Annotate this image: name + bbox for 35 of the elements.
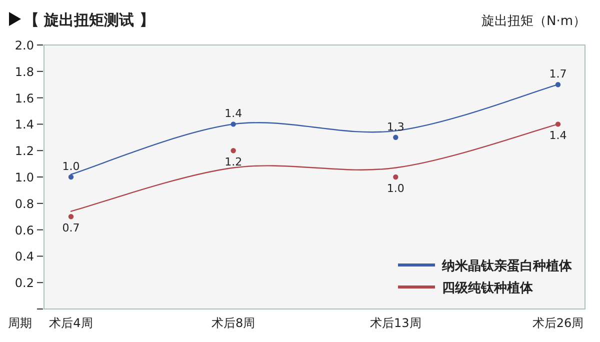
x-tick-label: 术后13周 — [370, 316, 422, 330]
y-tick-label: 1.6 — [14, 91, 34, 106]
y-tick-label: 1.4 — [14, 118, 34, 132]
y-tick-label: 1.2 — [14, 144, 34, 158]
point — [393, 134, 398, 140]
legend-label: 纳米晶钛亲蛋白种植体 — [441, 258, 573, 274]
point — [555, 82, 561, 88]
data-label: 1.0 — [386, 182, 404, 195]
x-tick-label: 术后8周 — [212, 316, 256, 330]
data-label: 0.7 — [62, 222, 80, 235]
y-tick-label: 1.0 — [14, 170, 34, 184]
point — [555, 122, 561, 127]
y-tick-label: 2.0 — [14, 38, 34, 52]
legend-label: 四级纯钛种植体 — [442, 281, 534, 296]
y-tick-label: 0.2 — [14, 276, 34, 290]
y-tick-label: 0.8 — [14, 196, 34, 211]
y-tick-label: 0.4 — [14, 250, 34, 264]
y-tick-label: 1.8 — [14, 64, 34, 79]
data-label: 1.2 — [224, 156, 242, 169]
data-label: 1.4 — [549, 129, 567, 142]
y-axis-title: 旋出扭矩（N·m） — [481, 14, 586, 29]
data-label: 1.0 — [62, 160, 80, 173]
x-axis-title: 周期 — [8, 316, 32, 330]
point — [393, 174, 398, 180]
data-label: 1.4 — [224, 107, 242, 120]
point — [230, 148, 236, 154]
data-label: 1.3 — [386, 120, 404, 134]
point — [68, 174, 74, 180]
point — [230, 122, 236, 127]
x-tick-label: 术后4周 — [49, 316, 93, 330]
data-label: 1.7 — [549, 68, 567, 81]
y-tick-label: 0.6 — [14, 223, 34, 238]
point — [68, 214, 74, 220]
x-tick-label: 术后26周 — [532, 316, 584, 330]
chart-title: 【 旋出扭矩测试 】 — [24, 11, 154, 29]
